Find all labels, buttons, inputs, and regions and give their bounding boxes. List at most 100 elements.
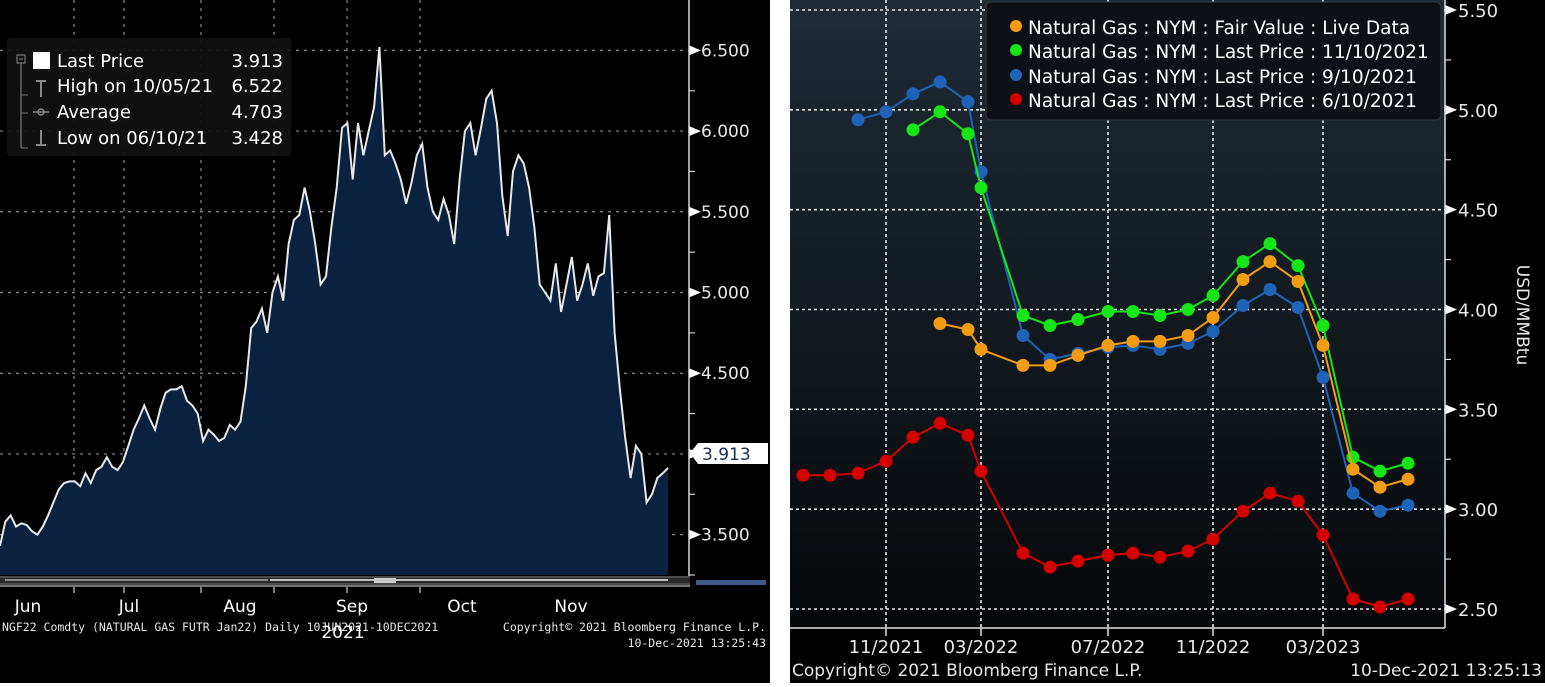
right-y-tick-label: 4.00 [1458,301,1498,322]
data-point[interactable] [1126,334,1140,348]
data-point[interactable] [796,468,810,482]
left-y-tick-marker [689,45,701,56]
scrollbar-grip-icon[interactable] [374,578,396,580]
data-point[interactable] [1043,358,1057,372]
left-y-tick-label: 6.500 [701,41,750,61]
right-legend-label: Natural Gas : NYM : Last Price : 9/10/20… [1028,67,1417,88]
right-y-tick-marker [1445,604,1457,614]
right-series [796,75,1415,614]
data-point[interactable] [1263,255,1277,269]
data-point[interactable] [974,464,988,478]
data-point[interactable] [1071,313,1085,326]
data-point[interactable] [933,75,947,89]
data-point[interactable] [1316,338,1330,352]
data-point[interactable] [1206,532,1220,546]
data-point[interactable] [1316,528,1330,542]
range-selector-handle[interactable] [696,580,766,585]
data-point[interactable] [879,105,893,119]
data-point[interactable] [851,466,865,480]
data-point[interactable] [851,113,865,127]
data-point[interactable] [1236,299,1250,312]
last-price-tag-value: 3.913 [702,445,751,465]
data-point[interactable] [1153,309,1167,322]
data-point[interactable] [1401,592,1415,606]
left-y-tick-label: 5.000 [701,284,750,304]
left-x-tick-label: Nov [554,597,587,617]
right-y-tick-label: 3.50 [1458,400,1498,421]
data-point[interactable] [1236,273,1250,286]
data-point[interactable] [1263,237,1277,251]
data-point[interactable] [1236,504,1250,518]
data-point[interactable] [974,342,988,356]
data-point[interactable] [1346,462,1360,476]
data-point[interactable] [1373,464,1387,478]
data-point[interactable] [1291,275,1305,288]
data-point[interactable] [1316,370,1330,384]
data-point[interactable] [1016,329,1030,342]
data-point[interactable] [1206,289,1220,302]
data-point[interactable] [933,416,947,430]
data-point[interactable] [906,123,920,137]
data-point[interactable] [1346,592,1360,606]
data-point[interactable] [1043,319,1057,332]
data-point[interactable] [1071,348,1085,362]
data-point[interactable] [879,454,893,468]
time-scrollbar[interactable] [0,576,766,587]
left-y-tick-marker [689,287,701,298]
left-y-tick-label: 4.500 [701,364,750,384]
data-point[interactable] [1401,472,1415,486]
data-point[interactable] [906,430,920,444]
data-point[interactable] [1263,283,1277,296]
data-point[interactable] [1373,600,1387,614]
data-point[interactable] [1206,311,1220,324]
ticker-description: NGF22 Comdty (NATURAL GAS FUTR Jan22) Da… [2,620,438,634]
data-point[interactable] [1236,255,1250,269]
data-point[interactable] [974,181,988,195]
data-point[interactable] [1291,494,1305,508]
data-point[interactable] [961,127,975,141]
data-point[interactable] [1016,546,1030,560]
data-point[interactable] [1291,259,1305,273]
forward-curve-chart: 2.50 3.00 3.50 4.00 4.50 5.00 5.50 11/2021 03/2… [790,0,1542,681]
left-y-tick-marker [689,529,701,540]
left-x-tick-label: Aug [223,597,256,617]
right-legend: Natural Gas : NYM : Fair Value : Live Da… [985,1,1442,121]
data-point[interactable] [1263,486,1277,500]
data-point[interactable] [1373,480,1387,494]
data-point[interactable] [1043,560,1057,574]
left-x-tick-label: Oct [447,597,477,617]
data-point[interactable] [1126,305,1140,318]
data-point[interactable] [933,317,947,330]
data-point[interactable] [1401,498,1415,512]
series-fair-value [933,255,1415,494]
right-legend-label: Natural Gas : NYM : Last Price : 6/10/20… [1028,91,1417,112]
data-point[interactable] [961,428,975,442]
data-point[interactable] [933,105,947,119]
right-y-tick-label: 5.00 [1458,101,1498,122]
data-point[interactable] [961,95,975,109]
data-point[interactable] [1346,486,1360,500]
data-point[interactable] [1153,550,1167,564]
data-point[interactable] [1206,325,1220,338]
data-point[interactable] [1101,338,1115,352]
data-point[interactable] [1373,504,1387,518]
data-point[interactable] [1101,548,1115,562]
data-point[interactable] [961,323,975,336]
data-point[interactable] [1181,544,1195,558]
series-last-price-1 [906,105,1415,478]
right-legend-label: Natural Gas : NYM : Last Price : 11/10/2… [1028,42,1429,63]
left-copyright: Copyright© 2021 Bloomberg Finance L.P. [503,620,766,634]
data-point[interactable] [1016,358,1030,372]
data-point[interactable] [1071,554,1085,568]
data-point[interactable] [823,468,837,482]
data-point[interactable] [1181,329,1195,342]
data-point[interactable] [906,87,920,101]
data-point[interactable] [1291,301,1305,314]
data-point[interactable] [1153,334,1167,348]
data-point[interactable] [1126,546,1140,560]
data-point[interactable] [1181,303,1195,316]
data-point[interactable] [1101,305,1115,318]
data-point[interactable] [1016,309,1030,322]
data-point[interactable] [1401,456,1415,470]
data-point[interactable] [1316,319,1330,332]
